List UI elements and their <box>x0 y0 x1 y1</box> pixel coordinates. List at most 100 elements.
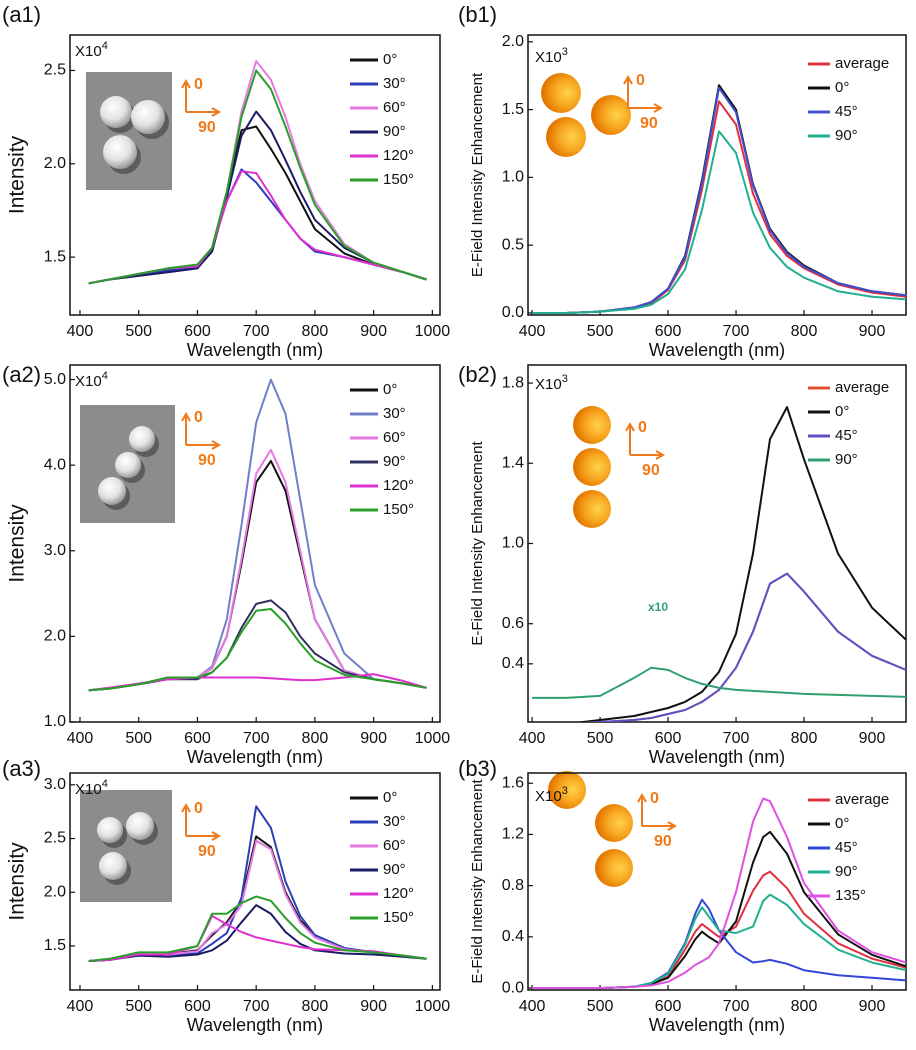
x-tick-label: 600 <box>655 998 682 1015</box>
legend-label: 30° <box>383 813 406 830</box>
y-tick-label: 0.4 <box>502 655 524 672</box>
legend-label: average <box>835 791 889 808</box>
y-tick-label: 3.0 <box>44 542 66 559</box>
plot-frame <box>527 34 907 316</box>
legend-label: 0° <box>835 815 849 832</box>
y-tick-label: 4.0 <box>44 456 66 473</box>
arrow-label: 0 <box>636 72 645 89</box>
legend-label: 90° <box>383 861 406 878</box>
x-tick-label: 700 <box>243 323 270 340</box>
y-axis-label: E-Field Intensity Enhancement <box>469 441 486 646</box>
y-tick-label: 1.5 <box>502 101 524 118</box>
sphere <box>548 771 586 809</box>
x-tick-label: 700 <box>723 323 750 340</box>
y-tick-label: 1.4 <box>502 454 524 471</box>
x-axis-label: Wavelength (nm) <box>187 747 323 767</box>
x-tick-label: 800 <box>791 323 818 340</box>
series-line <box>532 130 906 314</box>
sphere <box>573 448 611 486</box>
y-tick-label: 2.5 <box>44 830 66 847</box>
x-tick-label: 1000 <box>415 323 451 340</box>
x-tick-label: 500 <box>125 730 152 747</box>
legend-label: 60° <box>383 99 406 116</box>
y-axis-label: Intensity <box>6 504 29 583</box>
x-tick-label: 900 <box>360 998 387 1015</box>
sphere <box>595 804 633 842</box>
x-tick-label: 800 <box>302 730 329 747</box>
arrow-label: 90 <box>198 119 216 136</box>
y-tick-label: 5.0 <box>44 371 66 388</box>
x-tick-label: 1000 <box>415 730 451 747</box>
x-tick-label: 1000 <box>415 998 451 1015</box>
y-tick-label: 2.0 <box>44 883 66 900</box>
orientation-arrow <box>637 792 678 831</box>
legend-label: 150° <box>383 501 414 518</box>
multiplier-exponent: 4 <box>102 40 108 52</box>
series-line <box>88 904 427 962</box>
series-line <box>532 86 906 314</box>
x-tick-label: 700 <box>243 998 270 1015</box>
series-line <box>88 608 427 692</box>
legend-label: 135° <box>835 887 866 904</box>
legend-label: 120° <box>383 885 414 902</box>
x-tick-label: 900 <box>360 323 387 340</box>
y-tick-label: 2.5 <box>44 62 66 79</box>
y-tick-label: 1.0 <box>502 535 524 552</box>
arrow-label: 90 <box>642 462 660 479</box>
multiplier-exponent: 3 <box>562 785 568 797</box>
panel-title: (a2) <box>2 362 41 387</box>
x-tick-label: 500 <box>587 998 614 1015</box>
y-tick-label: 0.4 <box>502 928 524 945</box>
x-tick-label: 800 <box>791 998 818 1015</box>
x-tick-label: 700 <box>723 730 750 747</box>
orientation-arrow <box>181 802 222 841</box>
sem-particle <box>103 135 137 169</box>
arrow-label: 90 <box>640 115 658 132</box>
sem-particle <box>97 817 123 843</box>
legend-label: 120° <box>383 477 414 494</box>
legend-label: 0° <box>835 403 849 420</box>
y-axis-label: Intensity <box>6 842 29 921</box>
x-tick-label: 800 <box>302 998 329 1015</box>
multiplier-base: X10 <box>75 373 102 390</box>
legend-label: 30° <box>383 405 406 422</box>
y-axis-label: E-Field Intensity Enhancement <box>469 779 486 984</box>
multiplier-exponent: 4 <box>102 370 108 382</box>
multiplier-base: X10 <box>75 781 102 798</box>
series-line <box>583 572 906 722</box>
panel-title: (b2) <box>458 362 497 387</box>
panel-title: (b1) <box>458 2 497 27</box>
y-tick-label: 3.0 <box>44 776 66 793</box>
legend-label: 90° <box>835 451 858 468</box>
legend-label: 0° <box>383 381 397 398</box>
legend-label: 90° <box>835 127 858 144</box>
multiplier: X104 <box>75 40 108 60</box>
multiplier: X104 <box>75 370 108 390</box>
y-tick-label: 1.6 <box>502 774 524 791</box>
arrow-label: 90 <box>654 833 672 850</box>
series-line <box>88 895 427 962</box>
legend-label: 0° <box>383 789 397 806</box>
orientation-arrow <box>623 74 664 113</box>
series-line <box>88 110 427 285</box>
x-tick-label: 900 <box>859 323 886 340</box>
x-tick-label: 400 <box>67 730 94 747</box>
orientation-arrow <box>181 78 222 117</box>
y-tick-label: 1.8 <box>502 374 524 391</box>
legend-label: 90° <box>383 123 406 140</box>
y-tick-label: 0.8 <box>502 877 524 894</box>
orientation-arrow <box>181 411 222 450</box>
sem-particle <box>131 100 165 134</box>
arrow-label: 90 <box>198 843 216 860</box>
series-line <box>583 572 906 722</box>
x-axis-label: Wavelength (nm) <box>649 747 785 767</box>
sem-particle <box>99 852 127 880</box>
legend-label: 90° <box>835 863 858 880</box>
x-tick-label: 400 <box>519 998 546 1015</box>
x-tick-label: 400 <box>519 323 546 340</box>
series-line <box>88 69 427 285</box>
series-line <box>88 673 427 692</box>
legend-label: 0° <box>383 51 397 68</box>
y-tick-label: 0.0 <box>502 304 524 321</box>
legend-label: 45° <box>835 103 858 120</box>
